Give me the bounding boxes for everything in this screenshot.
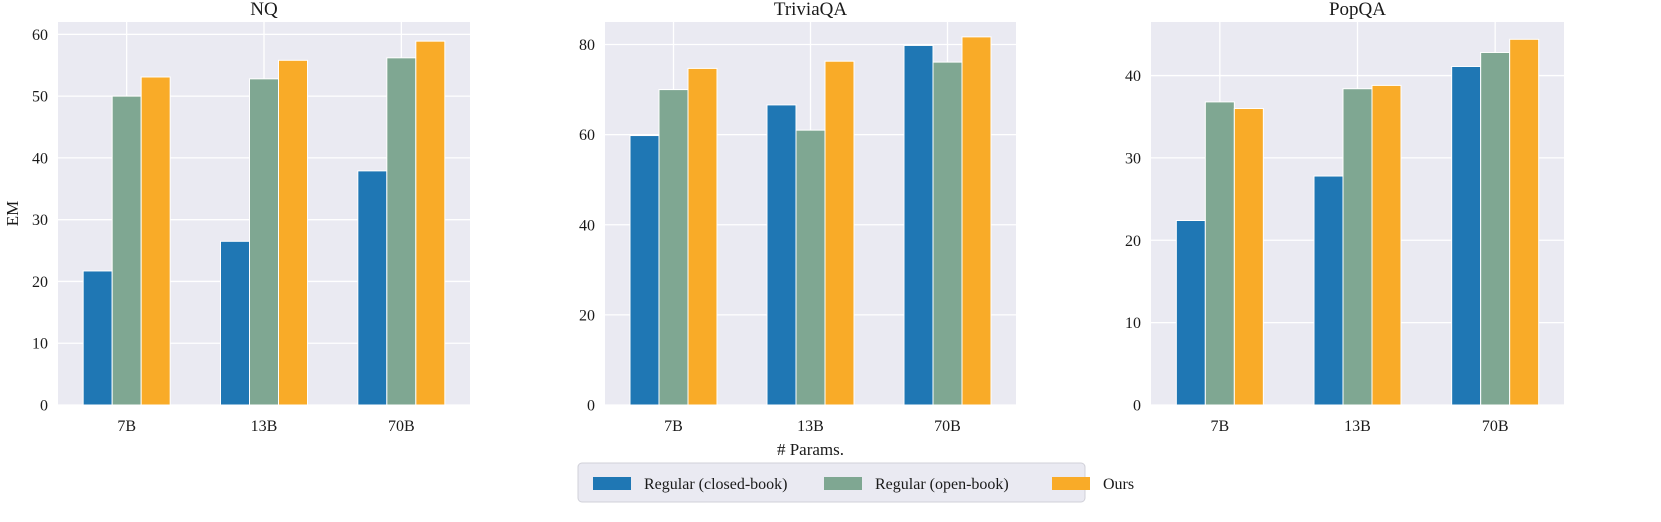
legend-label: Regular (closed-book) (644, 476, 788, 493)
x-tick-label: 7B (117, 418, 136, 435)
bar-ours-13b (278, 59, 308, 406)
chart-title: NQ (250, 0, 278, 20)
x-tick-label: 13B (251, 418, 278, 435)
bar-ours-13b (824, 60, 855, 406)
y-tick-label: 40 (579, 217, 595, 234)
bar-regular-open-book-70b (1480, 51, 1511, 406)
bar-regular-closed-book-70b (903, 44, 934, 406)
x-tick-label: 70B (1482, 418, 1509, 435)
chart-panel-nq: 0 10 20 30 40 50 60 7B 13B 70B NQ EM (3, 0, 470, 435)
bar-ours-70b (415, 40, 446, 406)
legend-swatch (1052, 477, 1090, 490)
legend-swatch (593, 477, 631, 490)
bar-regular-closed-book-13b (220, 240, 250, 406)
y-tick-label: 30 (32, 212, 48, 229)
chart-title: TriviaQA (774, 0, 847, 20)
bar-regular-closed-book-70b (357, 170, 388, 406)
y-tick-label: 10 (32, 336, 48, 353)
y-tick-label: 40 (1125, 68, 1141, 85)
bar-regular-open-book-13b (249, 78, 279, 406)
bar-regular-closed-book-7b (1175, 220, 1206, 406)
bar-regular-open-book-7b (1204, 101, 1235, 406)
legend-entry-ours: Ours (1052, 476, 1134, 493)
bar-ours-7b (140, 76, 171, 406)
y-tick-label: 60 (579, 127, 595, 144)
bar-regular-closed-book-70b (1451, 65, 1482, 406)
bar-ours-70b (961, 36, 992, 406)
y-tick-label: 0 (1133, 398, 1141, 415)
x-tick-label: 70B (388, 418, 415, 435)
bar-regular-open-book-7b (658, 89, 689, 406)
y-tick-label: 60 (32, 27, 48, 44)
bar-regular-open-book-70b (386, 57, 417, 406)
legend: Regular (closed-book) Regular (open-book)… (577, 462, 1134, 503)
y-tick-label: 30 (1125, 150, 1141, 167)
x-tick-label: 7B (1210, 418, 1229, 435)
x-tick-label: 13B (797, 418, 824, 435)
bar-regular-open-book-7b (111, 95, 142, 406)
y-axis-label: EM (3, 201, 22, 227)
bar-regular-open-book-13b (795, 129, 826, 406)
bar-regular-closed-book-7b (82, 270, 113, 406)
legend-swatch (824, 477, 862, 490)
y-tick-label: 20 (1125, 233, 1141, 250)
bar-regular-open-book-70b (932, 61, 963, 406)
y-tick-label: 20 (579, 307, 595, 324)
y-tick-label: 50 (32, 89, 48, 106)
y-tick-label: 0 (40, 398, 48, 415)
bar-regular-open-book-13b (1342, 88, 1373, 406)
y-tick-label: 40 (32, 150, 48, 167)
chart-panel-triviaqa: 0 20 40 60 80 7B 13B 70B TriviaQA # Params. (579, 0, 1016, 459)
bar-regular-closed-book-13b (1313, 175, 1344, 406)
bar-ours-70b (1509, 38, 1540, 406)
bar-regular-closed-book-7b (629, 135, 660, 406)
x-tick-label: 13B (1344, 418, 1371, 435)
legend-label: Ours (1103, 476, 1134, 493)
chart-title: PopQA (1329, 0, 1386, 20)
chart-panels: 0 10 20 30 40 50 60 7B 13B 70B NQ EM 0 20 40 60 80 7B 13B 7… (3, 0, 1564, 459)
chart-panel-popqa: 0 10 20 30 40 7B 13B 70B PopQA (1125, 0, 1564, 435)
legend-entry-regular-open-book: Regular (open-book) (824, 476, 1009, 493)
y-tick-label: 20 (32, 274, 48, 291)
x-tick-label: 70B (934, 418, 961, 435)
legend-entry-regular-closed-book: Regular (closed-book) (593, 476, 788, 493)
y-tick-label: 80 (579, 37, 595, 54)
bar-ours-7b (1233, 107, 1264, 406)
bar-ours-7b (687, 67, 718, 406)
x-tick-label: 7B (664, 418, 683, 435)
x-axis-label: # Params. (777, 440, 844, 459)
y-tick-label: 10 (1125, 315, 1141, 332)
bar-regular-closed-book-13b (766, 104, 797, 406)
y-tick-label: 0 (587, 398, 595, 415)
legend-label: Regular (open-book) (875, 476, 1009, 493)
bar-ours-13b (1371, 84, 1402, 406)
